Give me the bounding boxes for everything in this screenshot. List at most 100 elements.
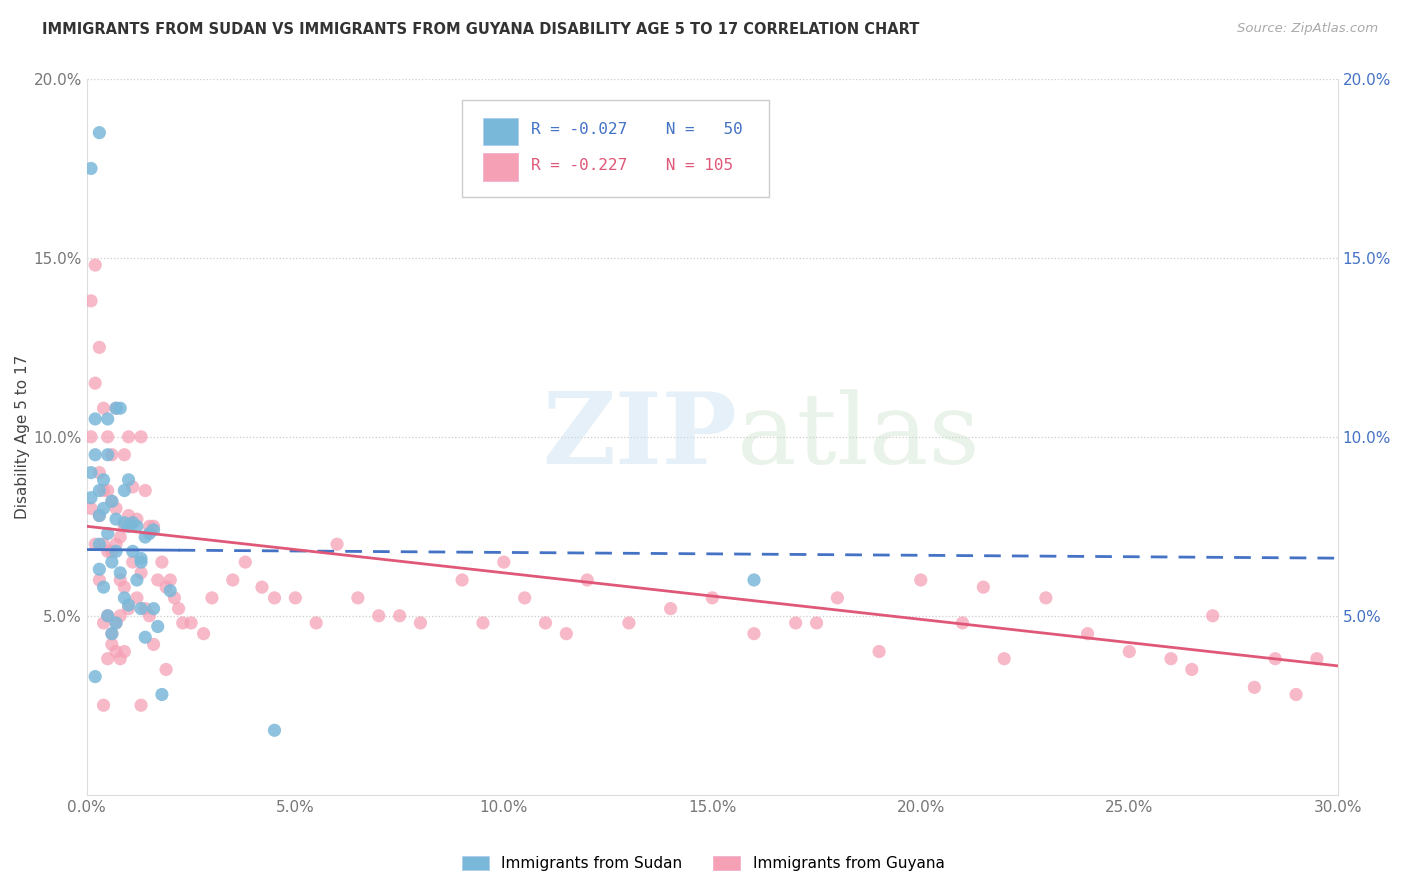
Point: [125, 573, 148, 587]
Point: [180, 615, 202, 630]
Point: [910, 573, 932, 587]
Point: [84, 376, 107, 391]
Point: [105, 615, 128, 630]
Point: [117, 601, 139, 615]
Point: [150, 688, 173, 702]
Point: [84, 537, 107, 551]
Point: [89, 340, 111, 354]
Point: [163, 591, 186, 605]
Point: [89, 508, 111, 523]
Point: [534, 615, 557, 630]
Point: [409, 615, 432, 630]
Point: [233, 555, 256, 569]
Point: [702, 591, 724, 605]
Point: [347, 591, 370, 605]
Point: [1035, 591, 1057, 605]
Point: [105, 512, 128, 526]
Point: [108, 608, 131, 623]
Point: [129, 566, 152, 580]
Point: [138, 608, 160, 623]
Point: [80, 501, 103, 516]
Text: ZIP: ZIP: [543, 388, 737, 485]
Point: [101, 544, 124, 558]
Point: [172, 615, 194, 630]
Point: [105, 644, 128, 658]
Point: [1118, 644, 1140, 658]
Point: [84, 412, 107, 426]
Point: [97, 412, 120, 426]
Point: [108, 530, 131, 544]
Point: [112, 483, 135, 498]
Point: [1201, 608, 1223, 623]
Point: [193, 626, 215, 640]
Point: [138, 519, 160, 533]
Point: [80, 161, 103, 176]
Point: [125, 519, 148, 533]
Point: [742, 573, 765, 587]
Point: [112, 644, 135, 658]
Point: [101, 494, 124, 508]
Point: [125, 512, 148, 526]
Point: [84, 258, 107, 272]
Text: R = -0.227    N = 105: R = -0.227 N = 105: [531, 158, 733, 173]
Point: [89, 562, 111, 576]
Y-axis label: Disability Age 5 to 17: Disability Age 5 to 17: [15, 355, 30, 519]
Point: [134, 530, 156, 544]
Point: [142, 523, 165, 537]
Point: [785, 615, 807, 630]
Point: [125, 591, 148, 605]
Point: [101, 555, 124, 569]
Point: [1181, 663, 1204, 677]
Point: [129, 555, 152, 569]
Legend: Immigrants from Sudan, Immigrants from Guyana: Immigrants from Sudan, Immigrants from G…: [456, 850, 950, 877]
Point: [93, 473, 115, 487]
Point: [129, 698, 152, 713]
Point: [80, 466, 103, 480]
Point: [97, 526, 120, 541]
Point: [121, 555, 143, 569]
Text: IMMIGRANTS FROM SUDAN VS IMMIGRANTS FROM GUYANA DISABILITY AGE 5 TO 17 CORRELATI: IMMIGRANTS FROM SUDAN VS IMMIGRANTS FROM…: [42, 22, 920, 37]
Point: [101, 637, 124, 651]
Point: [1306, 651, 1329, 665]
Point: [101, 448, 124, 462]
Point: [97, 483, 120, 498]
Point: [101, 626, 124, 640]
Point: [150, 555, 173, 569]
Point: [1160, 651, 1182, 665]
Point: [146, 573, 169, 587]
Point: [117, 508, 139, 523]
Point: [492, 555, 515, 569]
Point: [617, 615, 640, 630]
Point: [142, 519, 165, 533]
Point: [806, 615, 828, 630]
Point: [742, 626, 765, 640]
Bar: [484, 153, 519, 180]
Point: [451, 573, 474, 587]
Point: [513, 591, 536, 605]
Point: [117, 519, 139, 533]
Point: [263, 723, 285, 738]
Point: [134, 630, 156, 644]
Point: [112, 580, 135, 594]
Point: [105, 537, 128, 551]
Point: [108, 401, 131, 416]
Point: [97, 448, 120, 462]
Point: [93, 537, 115, 551]
Point: [105, 615, 128, 630]
Point: [84, 670, 107, 684]
Point: [84, 448, 107, 462]
Point: [827, 591, 849, 605]
Point: [201, 591, 224, 605]
Point: [134, 601, 156, 615]
Point: [80, 293, 103, 308]
Point: [159, 583, 181, 598]
Point: [155, 663, 177, 677]
Point: [142, 637, 165, 651]
Point: [93, 401, 115, 416]
Point: [97, 544, 120, 558]
Point: [952, 615, 974, 630]
Point: [97, 608, 120, 623]
Point: [93, 483, 115, 498]
Point: [108, 651, 131, 665]
Point: [138, 526, 160, 541]
